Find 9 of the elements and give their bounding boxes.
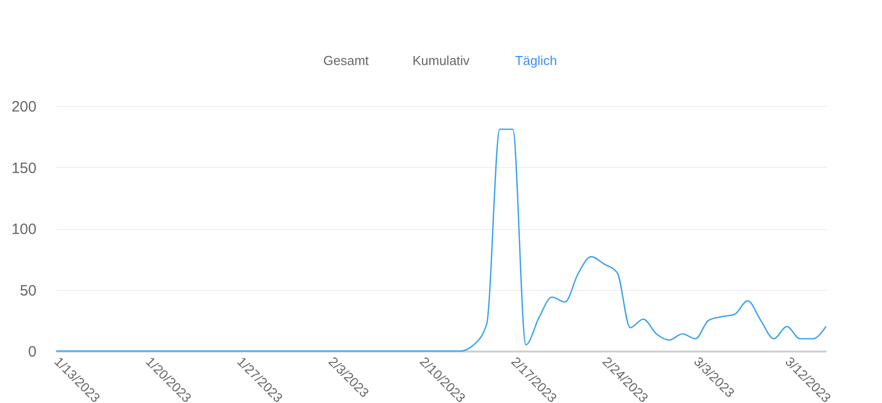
line-series	[55, 128, 827, 352]
text: Gesamt	[323, 53, 370, 68]
text: Kumulativ	[412, 53, 470, 68]
y-tick-label: 100	[11, 221, 36, 238]
y-tick-label: 200	[11, 98, 36, 116]
text: Täglich	[515, 53, 557, 68]
y-tick-label: 50	[20, 282, 36, 300]
y-tick-label: 0	[28, 344, 36, 360]
y-tick-label: 150	[11, 160, 36, 177]
